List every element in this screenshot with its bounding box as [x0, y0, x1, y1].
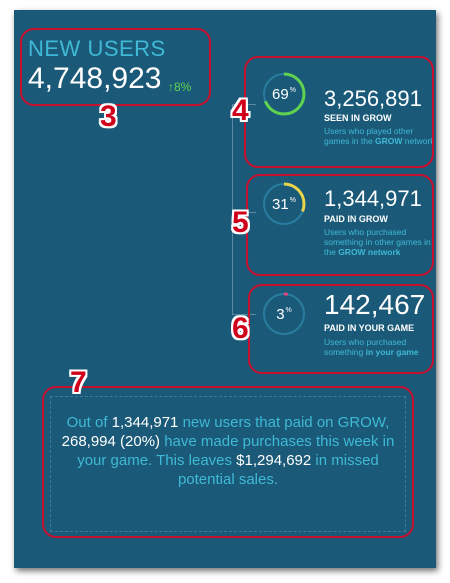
- ring-percent-paid-game: 3%: [276, 305, 292, 323]
- ring-chart-paid-game: [262, 292, 306, 336]
- ring-chart-paid-grow: [262, 182, 306, 226]
- growth-delta-value: 8%: [174, 80, 192, 94]
- callout-6: 6: [232, 312, 249, 345]
- annotation-box-3: [20, 28, 211, 106]
- summary-text: Out of 1,344,971 new users that paid on …: [61, 414, 395, 488]
- annotation-box-7: [42, 386, 414, 538]
- callout-5: 5: [232, 206, 249, 239]
- stat-ring-paid-grow: 31%: [260, 180, 308, 228]
- annotation-box-4: [244, 56, 434, 168]
- callout-3: 3: [100, 100, 117, 133]
- stat-ring-seen: 69%: [260, 70, 308, 118]
- summary-box: [50, 396, 406, 532]
- callout-7: 7: [70, 366, 87, 399]
- tree-connector-vertical: [232, 104, 233, 314]
- stat-desc-seen: Users who played other games in the GROW…: [324, 126, 435, 146]
- arrow-up-icon: ↑: [168, 80, 174, 94]
- stat-label-paid-game: PAID IN YOUR GAME: [324, 323, 415, 333]
- ring-percent-seen: 69%: [272, 85, 296, 103]
- growth-delta: ↑8%: [168, 80, 191, 94]
- tree-connector-3: [232, 314, 256, 315]
- stat-value-paid-game: 142,467: [324, 289, 426, 320]
- callout-4: 4: [232, 94, 249, 127]
- new-users-total: 4,748,923: [28, 62, 162, 95]
- ring-percent-paid-grow: 31%: [272, 195, 296, 213]
- stat-value-seen: 3,256,891: [324, 86, 422, 111]
- stat-label-seen: SEEN IN GROW: [324, 113, 392, 123]
- new-users-title: NEW USERS: [28, 36, 166, 61]
- annotation-box-6: [248, 284, 434, 374]
- stat-ring-paid-game: 3%: [260, 290, 308, 338]
- stat-desc-paid-grow: Users who purchased something in other g…: [324, 227, 431, 257]
- stat-desc-paid-game: Users who purchased something in your ga…: [324, 337, 419, 357]
- ring-chart-seen: [262, 72, 306, 116]
- tree-connector-2: [232, 212, 256, 213]
- stat-value-paid-grow: 1,344,971: [324, 186, 422, 211]
- annotation-box-5: [246, 174, 434, 276]
- stat-label-paid-grow: PAID IN GROW: [324, 214, 388, 224]
- dashboard-panel: [14, 10, 436, 568]
